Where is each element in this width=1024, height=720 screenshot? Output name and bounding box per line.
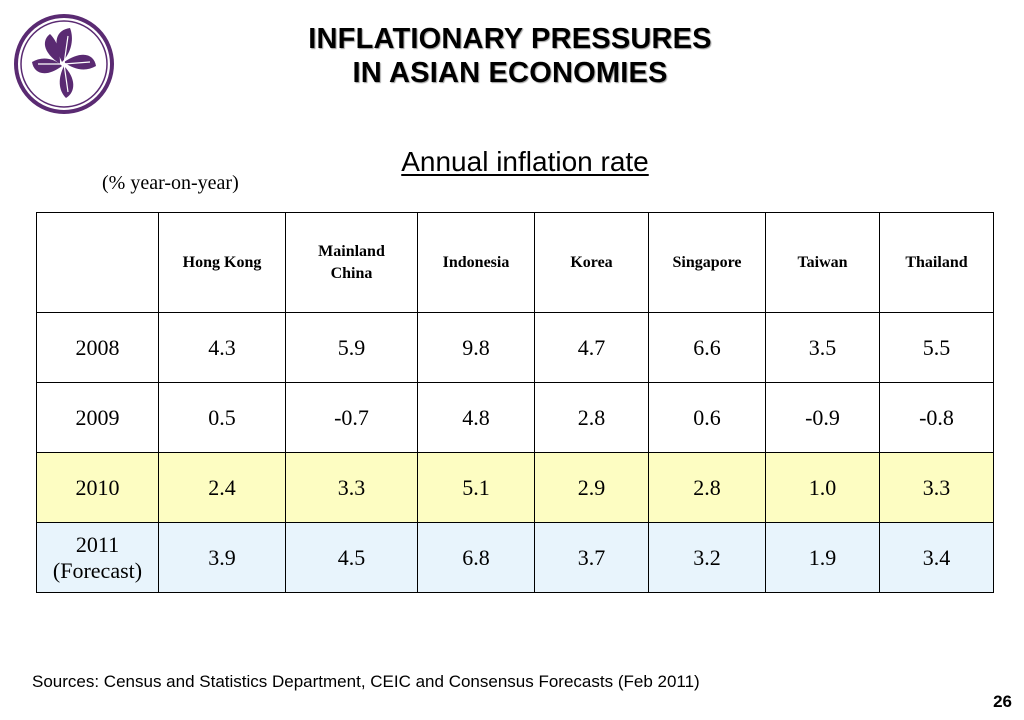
inflation-table: Hong Kong Mainland China Indonesia Korea…	[36, 212, 994, 593]
value-cell: 0.5	[158, 382, 286, 453]
column-header: Hong Kong	[158, 212, 286, 313]
column-header: Mainland China	[285, 212, 418, 313]
sources-note: Sources: Census and Statistics Departmen…	[32, 672, 700, 691]
column-header: Korea	[534, 212, 649, 313]
title-line-1: INFLATIONARY PRESSURES	[308, 23, 712, 55]
value-cell: 1.0	[765, 452, 880, 523]
value-cell: 3.2	[648, 522, 766, 593]
value-cell: 2.8	[648, 452, 766, 523]
value-cell: 3.3	[879, 452, 994, 523]
value-cell: -0.8	[879, 382, 994, 453]
year-label: 2011	[75, 531, 120, 557]
table-subtitle: Annual inflation rate	[401, 146, 649, 177]
value-cell: 3.3	[285, 452, 418, 523]
bauhinia-flower-icon	[14, 14, 114, 114]
value-cell: 2.9	[534, 452, 649, 523]
value-cell: 3.5	[765, 312, 880, 383]
value-cell: 5.1	[417, 452, 535, 523]
value-cell: 4.7	[534, 312, 649, 383]
value-cell: 3.4	[879, 522, 994, 593]
page-title: INFLATIONARY PRESSURES IN ASIAN ECONOMIE…	[250, 22, 770, 90]
value-cell: 6.8	[417, 522, 535, 593]
year-cell: 2008	[36, 312, 159, 383]
value-cell: 2.4	[158, 452, 286, 523]
value-cell: 6.6	[648, 312, 766, 383]
value-cell: 4.3	[158, 312, 286, 383]
value-cell: 3.7	[534, 522, 649, 593]
unit-label: (% year-on-year)	[102, 172, 239, 194]
value-cell: 2.8	[534, 382, 649, 453]
year-cell: 2009	[36, 382, 159, 453]
value-cell: 5.5	[879, 312, 994, 383]
value-cell: 4.8	[417, 382, 535, 453]
table-row: 2009 0.5 -0.7 4.8 2.8 0.6 -0.9 -0.8	[36, 382, 994, 453]
value-cell: 0.6	[648, 382, 766, 453]
column-header: Indonesia	[417, 212, 535, 313]
table-row: 2008 4.3 5.9 9.8 4.7 6.6 3.5 5.5	[36, 312, 994, 383]
header-corner-cell	[36, 212, 159, 313]
page-number: 26	[993, 692, 1012, 711]
title-line-2: IN ASIAN ECONOMIES	[352, 57, 668, 89]
column-header: Thailand	[879, 212, 994, 313]
value-cell: 5.9	[285, 312, 418, 383]
value-cell: -0.7	[285, 382, 418, 453]
column-header: Taiwan	[765, 212, 880, 313]
table-row-highlighted: 2010 2.4 3.3 5.1 2.9 2.8 1.0 3.3	[36, 452, 994, 523]
column-header: Singapore	[648, 212, 766, 313]
value-cell: 1.9	[765, 522, 880, 593]
table-row-forecast: 2011 (Forecast) 3.9 4.5 6.8 3.7 3.2 1.9 …	[36, 522, 994, 593]
value-cell: 9.8	[417, 312, 535, 383]
table-header-row: Hong Kong Mainland China Indonesia Korea…	[36, 212, 994, 313]
year-cell: 2011 (Forecast)	[36, 522, 159, 593]
forecast-note: (Forecast)	[52, 557, 143, 583]
year-cell: 2010	[36, 452, 159, 523]
bauhinia-logo	[12, 12, 116, 116]
value-cell: -0.9	[765, 382, 880, 453]
value-cell: 4.5	[285, 522, 418, 593]
value-cell: 3.9	[158, 522, 286, 593]
